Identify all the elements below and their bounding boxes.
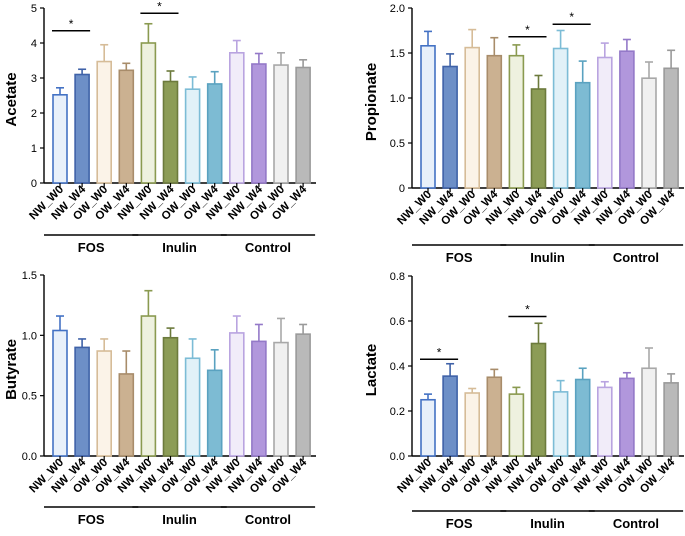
chart-panel-lactate: 0.00.20.40.60.8LactateNW_W0NW_W4OW_W0OW_… <box>363 271 684 531</box>
y-tick-label: 3 <box>31 73 37 85</box>
bar-3 <box>118 69 135 184</box>
y-tick-label: 1.5 <box>22 270 37 282</box>
bar-2 <box>464 392 481 457</box>
bar-0 <box>52 94 68 184</box>
bar-4 <box>508 393 525 457</box>
y-tick-label: 0 <box>31 178 37 190</box>
group-label: FOS <box>78 240 105 255</box>
bar-10 <box>273 64 289 184</box>
bar-10 <box>641 77 657 189</box>
chart-panel-propionate: 00.51.01.52.0PropionateNW_W0NW_W4OW_W0OW… <box>363 3 684 265</box>
y-tick-label: 0.2 <box>390 406 405 418</box>
chart-panel-acetate: 012345AcetateNW_W0NW_W4OW_W0OW_W4NW_W0NW… <box>3 0 316 255</box>
bar-4 <box>508 54 525 189</box>
y-axis-label: Propionate <box>363 63 380 141</box>
bar-5 <box>162 336 179 457</box>
significance-label: * <box>157 0 162 13</box>
bar-5 <box>530 88 547 189</box>
y-tick-label: 1.5 <box>390 48 405 60</box>
bar-8 <box>596 56 613 189</box>
bar-6 <box>184 357 201 457</box>
bar-1 <box>442 375 458 457</box>
group-label: Control <box>245 240 291 255</box>
bar-7 <box>206 83 223 184</box>
y-tick-label: 1.0 <box>390 93 405 105</box>
significance-label: * <box>437 345 442 359</box>
y-axis-label: Acetate <box>3 72 20 126</box>
bar-6 <box>184 88 201 184</box>
significance-label: * <box>569 10 574 24</box>
bar-5 <box>162 80 179 184</box>
significance-label: * <box>69 17 74 31</box>
bar-0 <box>420 398 436 457</box>
y-tick-label: 1.0 <box>22 330 37 342</box>
group-label: Inulin <box>530 516 565 531</box>
group-label: FOS <box>446 516 473 531</box>
group-label: FOS <box>446 250 473 265</box>
bar-6 <box>552 391 569 457</box>
y-tick-label: 4 <box>31 38 37 50</box>
bar-1 <box>442 65 458 189</box>
group-label: Control <box>245 512 291 527</box>
bar-4 <box>140 42 157 184</box>
y-tick-label: 1 <box>31 143 37 155</box>
bar-2 <box>96 60 112 184</box>
chart-panel-butyrate: 0.00.51.01.5ButyrateNW_W0NW_W4OW_W0OW_W4… <box>3 270 316 527</box>
bar-3 <box>486 376 503 457</box>
bar-7 <box>206 369 223 457</box>
bar-3 <box>118 373 135 457</box>
bar-10 <box>273 341 289 457</box>
bar-8 <box>229 332 245 457</box>
y-tick-label: 2 <box>31 108 37 120</box>
bar-11 <box>295 333 311 457</box>
bar-2 <box>96 350 112 457</box>
y-tick-label: 2.0 <box>390 3 405 15</box>
group-label: Inulin <box>162 512 197 527</box>
y-tick-label: 0.4 <box>390 361 405 373</box>
bar-11 <box>295 66 311 184</box>
y-axis-label: Lactate <box>363 344 380 397</box>
y-tick-label: 0.8 <box>390 271 405 283</box>
y-tick-label: 5 <box>31 3 37 15</box>
bar-1 <box>74 346 90 457</box>
bar-11 <box>663 67 679 189</box>
bar-7 <box>574 378 591 457</box>
bar-1 <box>74 73 90 184</box>
bar-7 <box>574 81 591 189</box>
significance-label: * <box>525 23 530 37</box>
group-label: Control <box>613 250 659 265</box>
group-label: Control <box>613 516 659 531</box>
bar-9 <box>619 50 635 189</box>
bar-8 <box>596 386 613 457</box>
bar-9 <box>619 377 635 457</box>
bar-9 <box>251 340 267 457</box>
bar-11 <box>663 382 679 457</box>
y-tick-label: 0.5 <box>390 138 405 150</box>
y-tick-label: 0.5 <box>22 391 37 403</box>
bar-8 <box>229 51 245 184</box>
bar-3 <box>486 54 503 189</box>
y-tick-label: 0 <box>399 183 405 195</box>
bar-4 <box>140 315 157 457</box>
bar-0 <box>420 44 436 189</box>
group-label: FOS <box>78 512 105 527</box>
y-tick-label: 0.6 <box>390 316 405 328</box>
bar-2 <box>464 46 481 189</box>
group-label: Inulin <box>162 240 197 255</box>
bar-5 <box>530 342 547 457</box>
bar-0 <box>52 329 68 457</box>
group-label: Inulin <box>530 250 565 265</box>
y-tick-label: 0.0 <box>22 451 37 463</box>
bar-9 <box>251 63 267 184</box>
significance-label: * <box>525 303 530 317</box>
bar-6 <box>552 47 569 189</box>
y-tick-label: 0.0 <box>390 451 405 463</box>
bar-10 <box>641 367 657 457</box>
y-axis-label: Butyrate <box>3 339 20 400</box>
